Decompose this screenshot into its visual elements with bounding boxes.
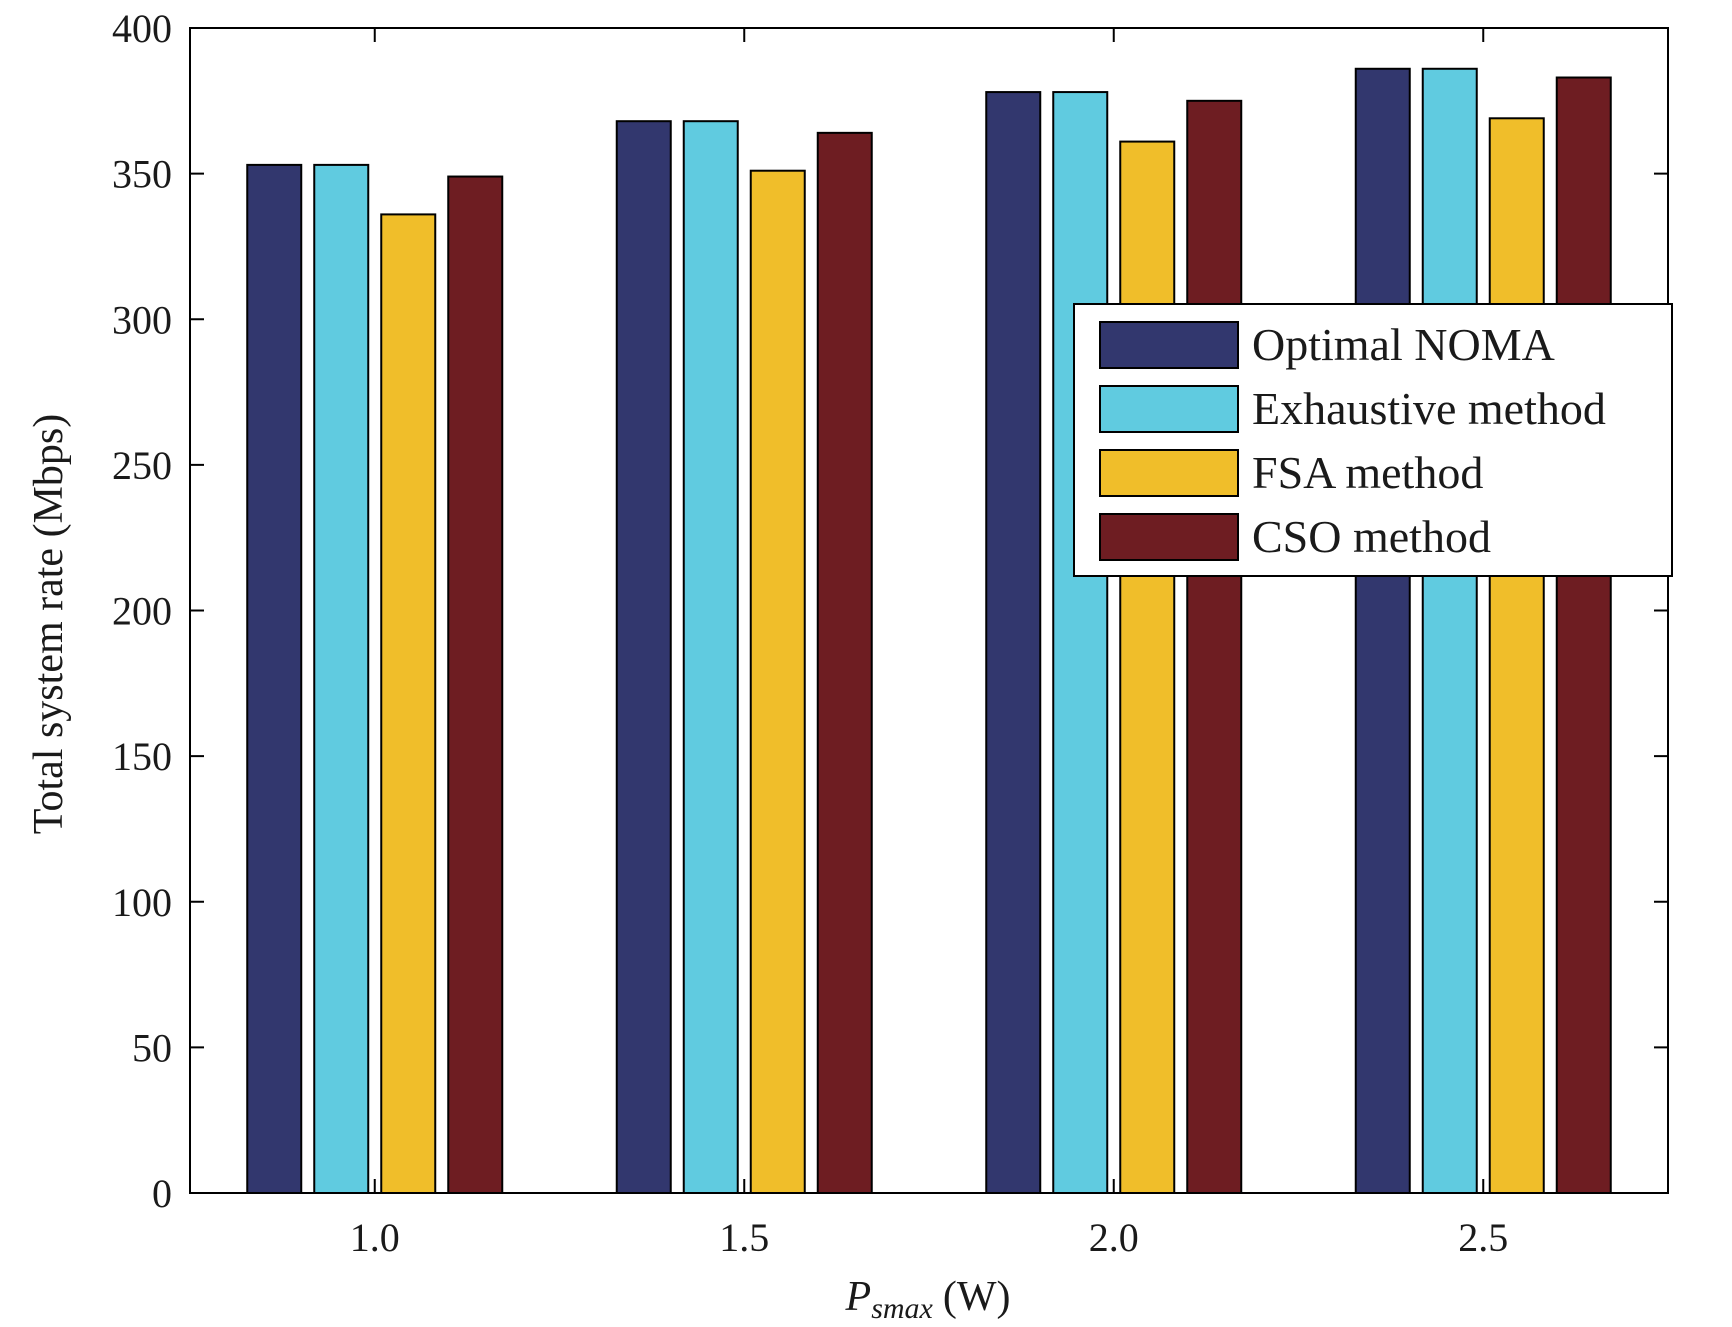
y-tick-label-200: 200 [112, 589, 172, 634]
legend-swatch-fsa-method [1099, 449, 1239, 497]
bar-optimal-noma-2.0 [985, 91, 1042, 1195]
legend: Optimal NOMA Exhaustive method FSA method C… [1073, 303, 1673, 577]
x-axis-label-symbol: P [845, 1274, 872, 1320]
y-tick-label-50: 50 [132, 1025, 172, 1070]
y-tick-label-300: 300 [112, 297, 172, 342]
y-tick-label-400: 400 [112, 6, 172, 51]
bar-optimal-noma-2.5 [1354, 67, 1411, 1194]
bar-exhaustive-method-1.5 [682, 120, 739, 1195]
legend-label-fsa-method: FSA method [1252, 447, 1483, 498]
x-axis-label-subscript: smax [871, 1292, 933, 1325]
legend-swatch-cso-method [1099, 513, 1239, 561]
y-tick-label-0: 0 [152, 1171, 172, 1216]
bar-fsa-method-1.5 [749, 169, 806, 1194]
bar-cso-method-1.5 [816, 131, 873, 1195]
bar-optimal-noma-1.5 [615, 120, 672, 1195]
bar-fsa-method-2.0 [1119, 140, 1176, 1194]
bar-exhaustive-method-2.5 [1421, 67, 1478, 1194]
bar-cso-method-2.5 [1555, 76, 1612, 1195]
x-axis-label-unit: (W) [943, 1274, 1011, 1320]
bar-exhaustive-method-2.0 [1052, 91, 1109, 1195]
x-axis-label: Psmax (W) [845, 1274, 1011, 1325]
y-tick-label-350: 350 [112, 152, 172, 197]
bar-fsa-method-2.5 [1488, 117, 1545, 1195]
bar-fsa-method-1.0 [380, 213, 437, 1194]
bar-cso-method-1.0 [447, 175, 504, 1195]
bars-layer [246, 67, 1612, 1195]
y-axis-label: Total system rate (Mbps) [26, 414, 72, 834]
x-axis-ticks: 1.0 1.5 2.0 2.5 [350, 28, 1508, 1260]
legend-label-cso-method: CSO method [1252, 511, 1491, 562]
x-tick-label-1.5: 1.5 [719, 1215, 769, 1260]
bar-cso-method-2.0 [1186, 99, 1243, 1194]
legend-label-optimal-noma: Optimal NOMA [1252, 319, 1555, 370]
y-tick-label-100: 100 [112, 880, 172, 925]
y-tick-label-150: 150 [112, 734, 172, 779]
x-tick-label-2.0: 2.0 [1089, 1215, 1139, 1260]
legend-swatch-optimal-noma [1099, 321, 1239, 369]
legend-swatch-exhaustive-method [1099, 385, 1239, 433]
bar-optimal-noma-1.0 [246, 163, 303, 1195]
x-tick-label-2.5: 2.5 [1458, 1215, 1508, 1260]
y-tick-label-250: 250 [112, 443, 172, 488]
y-axis-ticks: 0 50 100 150 200 250 300 350 400 [112, 6, 1668, 1216]
legend-label-exhaustive-method: Exhaustive method [1252, 383, 1606, 434]
bar-exhaustive-method-1.0 [313, 163, 370, 1195]
x-tick-label-1.0: 1.0 [350, 1215, 400, 1260]
